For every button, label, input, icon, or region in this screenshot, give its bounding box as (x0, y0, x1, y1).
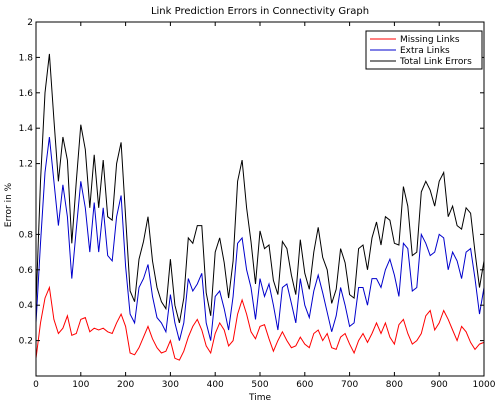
x-tick-label: 1000 (473, 380, 496, 390)
legend-label-extra-links: Extra Links (400, 46, 450, 56)
y-tick-label: 2 (27, 18, 33, 28)
legend-label-total-link-errors: Total Link Errors (399, 57, 472, 67)
x-tick-label: 0 (33, 380, 39, 390)
x-tick-label: 400 (207, 380, 224, 390)
x-tick-label: 600 (296, 380, 313, 390)
x-tick-label: 900 (431, 380, 448, 390)
series-line-total-link-errors (35, 53, 485, 324)
chart-title: Link Prediction Errors in Connectivity G… (151, 6, 369, 17)
y-axis-title: Error in % (4, 182, 14, 227)
y-tick-label: 0.2 (19, 337, 33, 347)
series-line-extra-links (35, 136, 485, 341)
y-tick-label: 1.2 (19, 160, 33, 170)
y-tick-label: 0.6 (19, 266, 34, 276)
y-tick-label: 0.8 (19, 230, 34, 240)
plot-area: 0 100 200 300 400 500 600 700 800 900 1000 0.2 0.4 0.… (19, 18, 496, 390)
x-tick-label: 100 (72, 380, 89, 390)
x-axis-title: Time (248, 393, 271, 403)
y-tick-label: 1.8 (19, 53, 34, 63)
x-tick-label: 300 (162, 380, 179, 390)
x-tick-label: 200 (117, 380, 134, 390)
y-tick-label: 0.4 (19, 301, 34, 311)
series-line-missing-links (35, 285, 485, 361)
y-tick-label: 1.6 (19, 89, 34, 99)
x-tick-label: 500 (251, 380, 268, 390)
x-tick-label: 800 (386, 380, 403, 390)
legend-label-missing-links: Missing Links (400, 35, 460, 45)
x-tick-label: 700 (341, 380, 358, 390)
y-tick-label: 1.4 (19, 124, 34, 134)
